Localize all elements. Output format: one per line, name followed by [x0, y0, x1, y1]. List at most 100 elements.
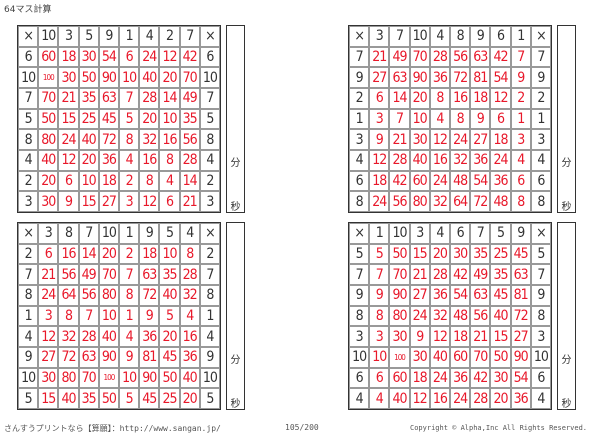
product-cell: 4	[119, 326, 140, 347]
product-cell: 9	[510, 67, 531, 88]
product-cell: 21	[58, 87, 79, 109]
product-cell: 16	[159, 129, 180, 150]
product-cell: 21	[470, 326, 491, 347]
worksheet-title: 64マス計算	[4, 5, 52, 15]
product-cell: 42	[389, 170, 410, 192]
product-cell: 35	[470, 243, 491, 265]
row-number: 7	[199, 264, 220, 285]
product-cell: 63	[470, 46, 491, 68]
product-cell: 42	[179, 46, 200, 68]
product-cell: 48	[450, 305, 471, 327]
product-cell: 56	[179, 129, 200, 150]
product-cell: 54	[470, 170, 491, 192]
row-number: 9	[349, 67, 370, 88]
product-cell: 36	[470, 149, 491, 171]
product-cell: 20	[38, 170, 59, 192]
product-cell: 49	[78, 264, 99, 285]
product-cell: 30	[450, 243, 471, 265]
row-number: 3	[530, 129, 551, 150]
row-number: 2	[199, 170, 220, 192]
product-cell: 60	[389, 367, 410, 389]
product-cell: 18	[409, 367, 430, 389]
product-cell: 49	[389, 46, 410, 68]
product-cell: 30	[409, 129, 430, 150]
row-number: 4	[530, 388, 551, 409]
row-number: 1	[199, 305, 220, 327]
product-cell: 18	[139, 243, 160, 265]
product-cell: 8	[450, 108, 471, 130]
product-cell: 72	[510, 305, 531, 327]
row-number: 1	[18, 305, 39, 327]
product-cell: 1	[119, 305, 140, 327]
product-cell: 42	[470, 367, 491, 389]
header-number: 1	[119, 223, 140, 244]
product-cell: 16	[429, 149, 450, 171]
product-cell: 72	[450, 67, 471, 88]
product-cell: 90	[409, 67, 430, 88]
product-cell: 32	[450, 149, 471, 171]
row-number: 1	[349, 108, 370, 130]
row-number: 5	[18, 108, 39, 130]
product-cell: 42	[490, 46, 511, 68]
header-number: 10	[38, 26, 59, 47]
product-cell: 54	[510, 367, 531, 389]
product-cell: 40	[58, 388, 79, 409]
product-cell: 9	[58, 191, 79, 212]
product-cell: 4	[369, 388, 390, 409]
product-cell: 81	[470, 67, 491, 88]
multiplication-grid-3: × 3 8 7 10 1 9 5 4 × 2 6 16 14 20 2 18 10 8 2 7 21 56 49 70 7 63 35…	[17, 222, 221, 410]
product-cell: 12	[139, 191, 160, 212]
product-cell: 8	[119, 129, 140, 150]
product-cell: 8	[179, 243, 200, 265]
product-cell: 9	[119, 346, 140, 368]
row-number: 8	[199, 284, 220, 306]
product-cell: 7	[119, 264, 140, 285]
product-cell: 54	[490, 67, 511, 88]
product-cell: 24	[450, 129, 471, 150]
product-cell: 12	[369, 149, 390, 171]
product-cell: 6	[490, 108, 511, 130]
product-cell: 12	[490, 87, 511, 109]
product-cell: 2	[119, 170, 140, 192]
product-cell: 30	[58, 67, 79, 88]
product-cell: 15	[409, 243, 430, 265]
row-number: 10	[18, 67, 39, 88]
product-cell: 6	[119, 46, 140, 68]
product-cell: 4	[119, 149, 140, 171]
row-number: 9	[18, 346, 39, 368]
row-number: 3	[530, 326, 551, 347]
product-cell: 27	[369, 67, 390, 88]
product-cell: 9	[369, 284, 390, 306]
product-cell: 35	[78, 87, 99, 109]
product-cell: 32	[58, 326, 79, 347]
product-cell: 6	[159, 191, 180, 212]
header-number: 3	[409, 223, 430, 244]
row-number: 3	[18, 191, 39, 212]
product-cell: 49	[470, 264, 491, 285]
product-cell: 30	[389, 326, 410, 347]
product-cell: 36	[450, 367, 471, 389]
product-cell: 7	[119, 87, 140, 109]
row-number: 10	[349, 346, 370, 368]
product-cell: 30	[490, 367, 511, 389]
product-cell: 50	[78, 67, 99, 88]
product-cell: 40	[389, 388, 410, 409]
product-cell: 20	[179, 388, 200, 409]
footer-site: さんすうプリントなら【算願】：http://www.sangan.jp/	[4, 424, 221, 433]
product-cell: 24	[429, 170, 450, 192]
time-record-box: 分秒	[557, 222, 576, 410]
product-cell: 7	[369, 264, 390, 285]
row-number: 3	[199, 191, 220, 212]
seconds-label: 秒	[561, 399, 572, 410]
row-number: 2	[18, 243, 39, 265]
product-cell: 40	[38, 149, 59, 171]
product-cell: 24	[490, 149, 511, 171]
product-cell: 12	[429, 326, 450, 347]
product-cell: 20	[78, 149, 99, 171]
product-cell: 8	[119, 284, 140, 306]
product-cell: 28	[179, 264, 200, 285]
header-number: 9	[98, 26, 119, 47]
header-number: 4	[179, 223, 200, 244]
row-number: 6	[530, 367, 551, 389]
row-number: 4	[349, 388, 370, 409]
